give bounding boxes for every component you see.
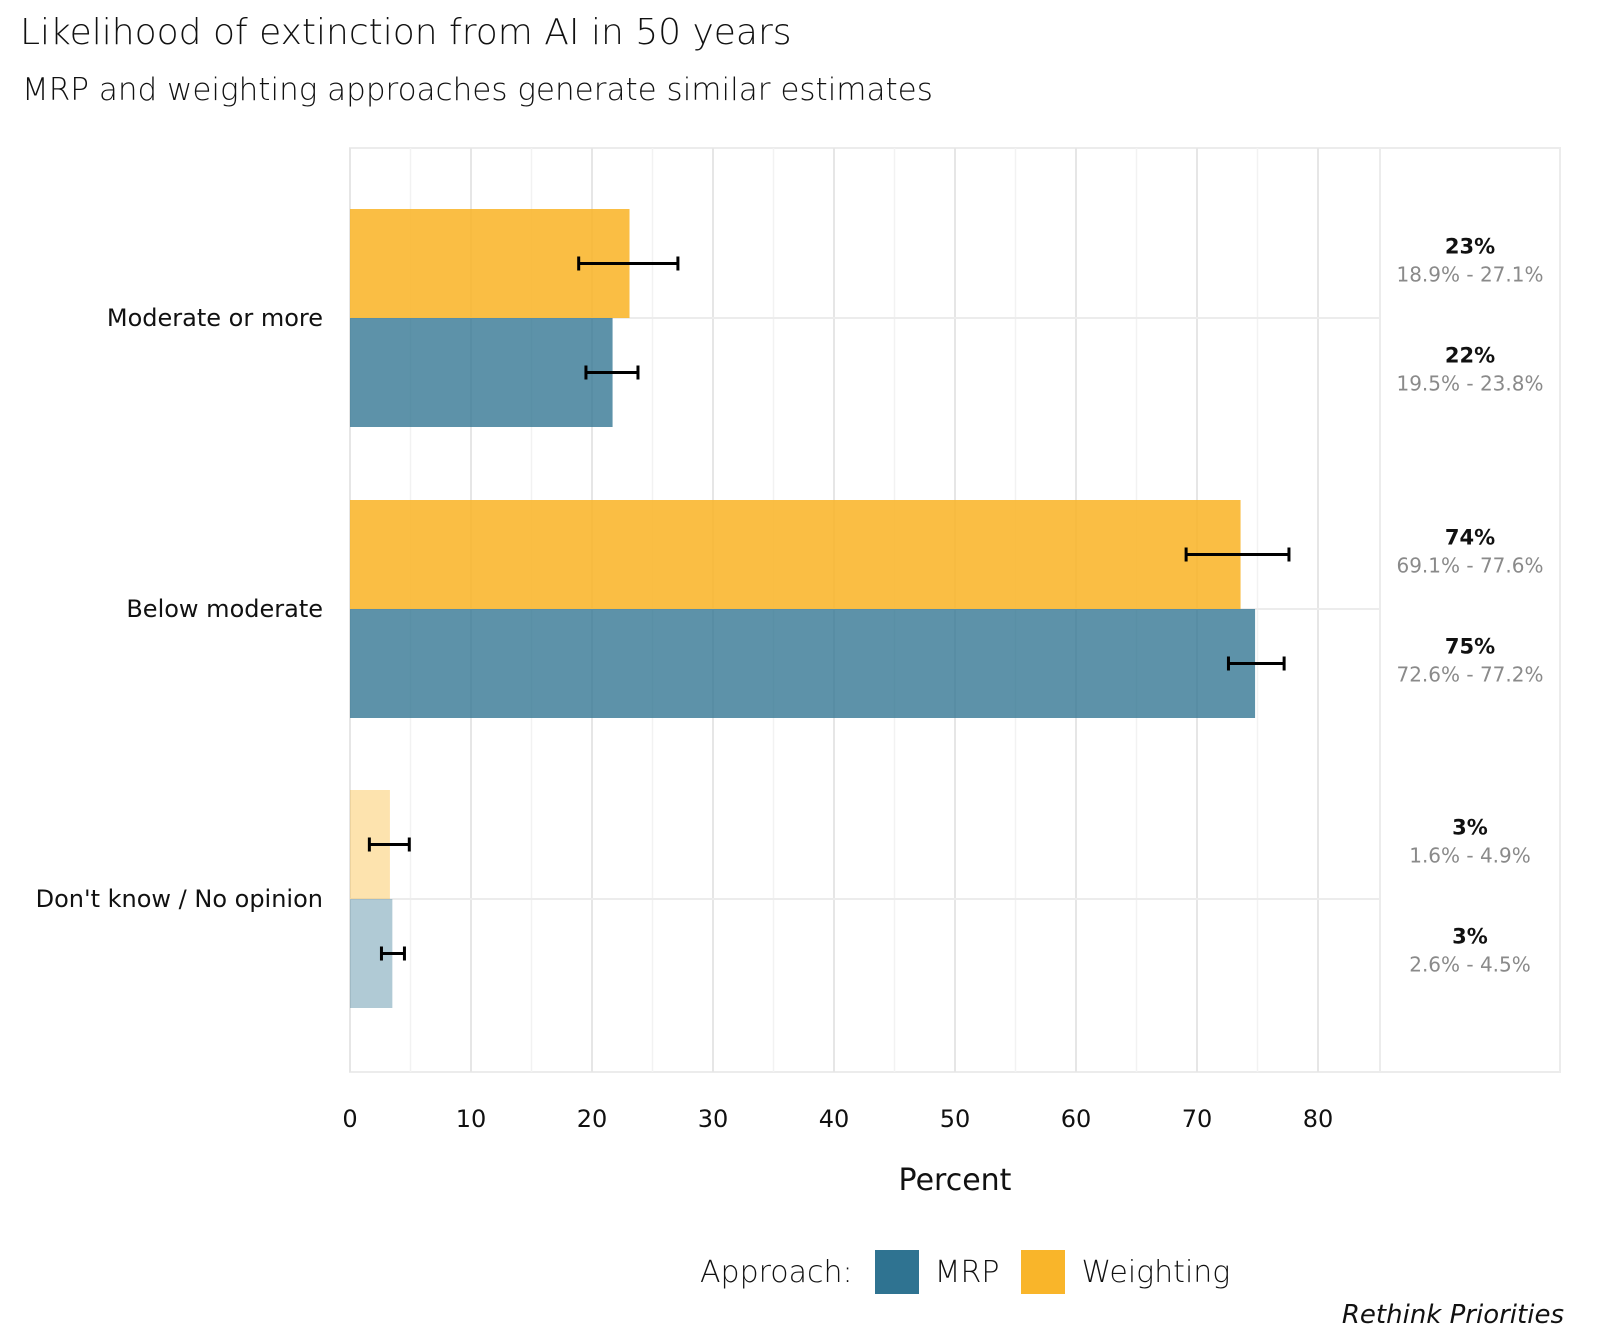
legend-swatch-mrp: [874, 1250, 919, 1294]
x-tick-label: 10: [456, 1105, 487, 1133]
x-tick-label: 30: [698, 1105, 729, 1133]
x-tick-label: 60: [1061, 1105, 1092, 1133]
chart-title: Likelihood of extinction from AI in 50 y…: [20, 12, 792, 53]
category-label: Below moderate: [126, 595, 323, 623]
legend-label-weighting: Weighting: [1081, 1254, 1231, 1290]
x-tick-label: 80: [1303, 1105, 1334, 1133]
ci-label-weighting: 18.9% - 27.1%: [1396, 263, 1543, 287]
data-label-weighting: 3%: [1452, 816, 1488, 840]
x-tick-label: 0: [342, 1105, 357, 1133]
ci-label-mrp: 2.6% - 4.5%: [1409, 953, 1531, 977]
legend-title: Approach:: [700, 1254, 853, 1290]
ci-label-mrp: 72.6% - 77.2%: [1396, 663, 1543, 687]
legend-swatch-weighting: [1021, 1250, 1066, 1294]
bar-mrp: [350, 318, 613, 427]
legend: Approach: MRP Weighting: [700, 1250, 1234, 1294]
x-tick-label: 70: [1182, 1105, 1213, 1133]
category-label: Moderate or more: [107, 304, 323, 332]
legend-label-mrp: MRP: [934, 1254, 1000, 1290]
bar-weighting: [350, 500, 1241, 609]
ci-label-weighting: 1.6% - 4.9%: [1409, 844, 1531, 868]
chart-subtitle: MRP and weighting approaches generate si…: [22, 72, 933, 108]
data-label-weighting: 74%: [1445, 526, 1495, 550]
ci-label-mrp: 19.5% - 23.8%: [1396, 372, 1543, 396]
caption: Rethink Priorities: [1341, 1300, 1564, 1330]
ci-label-weighting: 69.1% - 77.6%: [1396, 554, 1543, 578]
data-label-weighting: 23%: [1445, 235, 1495, 259]
x-tick-label: 40: [819, 1105, 850, 1133]
x-tick-label: 50: [940, 1105, 971, 1133]
bar-mrp: [350, 609, 1256, 718]
data-label-mrp: 75%: [1445, 635, 1495, 659]
bar-chart: 0 10 20 30 40 50 60 70 80 Percent Moderate or more…: [36, 147, 1561, 1198]
category-label: Don't know / No opinion: [36, 885, 323, 913]
data-label-mrp: 3%: [1452, 925, 1488, 949]
x-tick-label: 20: [577, 1105, 608, 1133]
data-label-mrp: 22%: [1445, 344, 1495, 368]
x-axis-title: Percent: [899, 1163, 1012, 1198]
